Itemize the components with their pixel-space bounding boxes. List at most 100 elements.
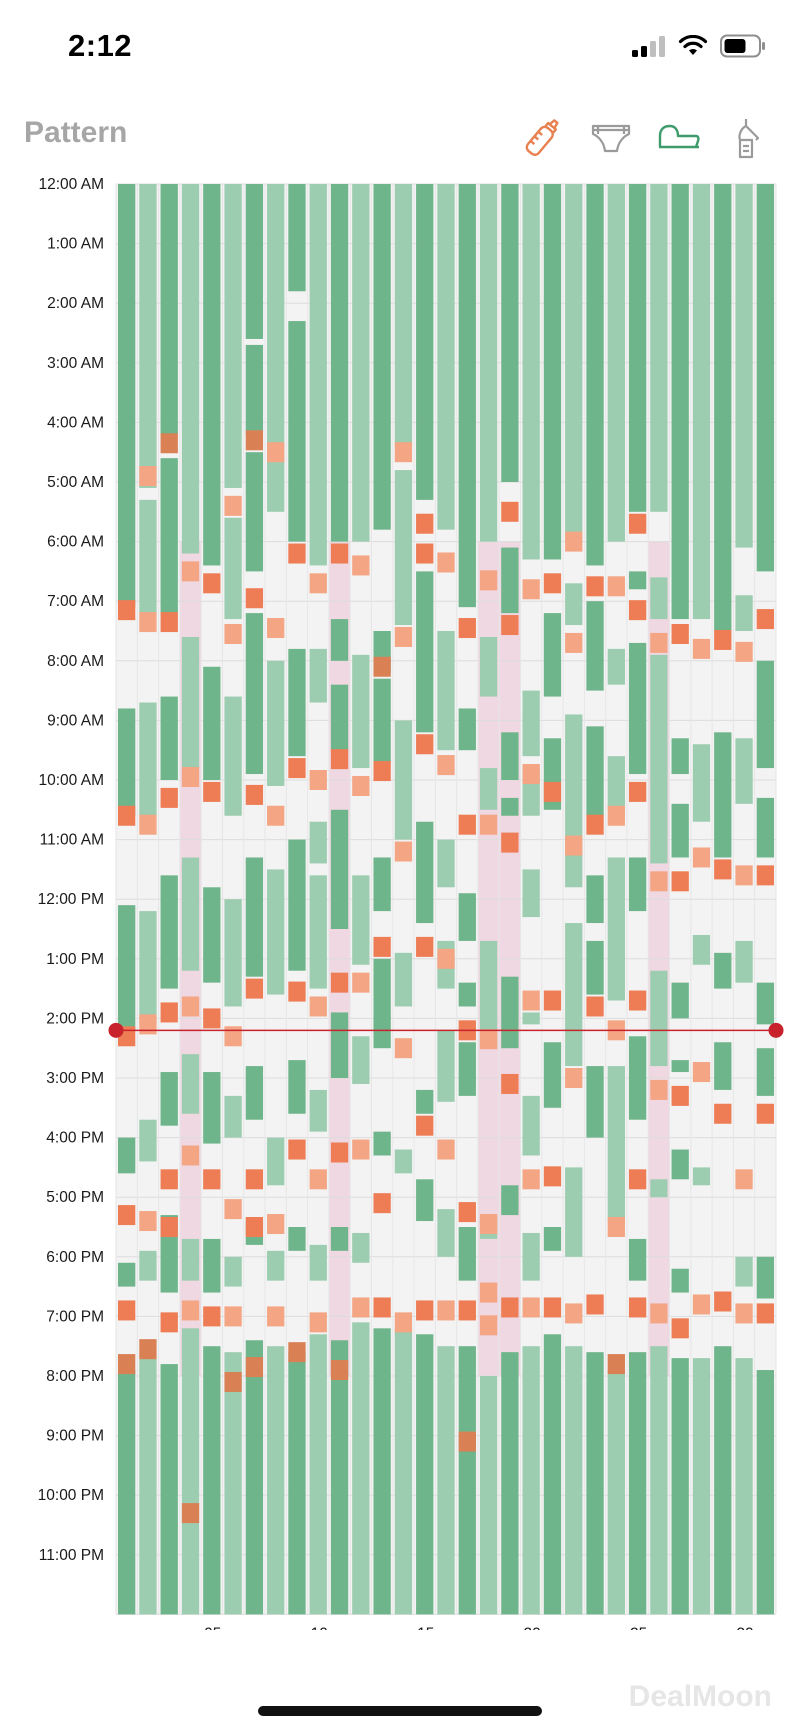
y-tick-label: 1:00 AM xyxy=(47,236,104,253)
sleep-segment xyxy=(267,184,285,512)
sleep-segment xyxy=(628,571,647,590)
sleep-segment xyxy=(522,184,540,560)
sleep-segment xyxy=(245,857,264,977)
y-tick-label: 2:00 AM xyxy=(47,295,104,312)
status-bar: 2:12 xyxy=(0,0,800,95)
sleep-segment xyxy=(288,1352,306,1615)
feed-marker xyxy=(394,442,413,463)
sleep-segment xyxy=(437,631,455,751)
sleep-segment xyxy=(735,940,753,983)
breast-pump-icon[interactable] xyxy=(724,114,770,160)
sleep-segment xyxy=(650,1179,668,1198)
feed-marker xyxy=(522,1169,540,1190)
feed-marker xyxy=(416,936,434,957)
sleep-segment xyxy=(565,184,583,542)
sleep-segment xyxy=(735,184,753,548)
y-tick-label: 9:00 AM xyxy=(47,712,104,729)
feed-marker xyxy=(416,734,434,755)
feed-marker xyxy=(118,600,136,621)
feed-marker xyxy=(522,990,540,1011)
feed-marker xyxy=(586,814,604,835)
diaper-icon[interactable] xyxy=(588,114,634,160)
sleep-segment xyxy=(118,184,136,608)
feed-marker xyxy=(288,758,306,779)
feed-marker xyxy=(245,978,264,999)
sleep-segment xyxy=(203,1346,221,1615)
feed-marker xyxy=(373,1193,391,1214)
feed-marker xyxy=(650,1079,668,1100)
feed-marker xyxy=(565,1303,583,1324)
bottle-icon[interactable] xyxy=(520,114,566,160)
feed-marker xyxy=(458,1431,476,1452)
sleep-segment xyxy=(139,499,157,614)
sleep-segment xyxy=(735,738,753,804)
sleep-segment xyxy=(522,690,540,757)
feed-marker xyxy=(756,1303,774,1324)
feed-marker xyxy=(735,641,753,662)
feed-marker xyxy=(458,618,476,639)
sleep-segment xyxy=(416,821,434,924)
sleep-segment xyxy=(565,714,583,888)
feed-marker xyxy=(628,990,647,1011)
y-tick-label: 7:00 PM xyxy=(46,1308,104,1325)
x-tick-label: 20 xyxy=(524,1625,542,1630)
battery-icon xyxy=(720,34,765,58)
feed-marker xyxy=(288,543,306,564)
feed-marker xyxy=(692,847,711,868)
feed-marker xyxy=(628,781,647,802)
sleep-segment xyxy=(181,1238,200,1281)
pattern-chart: 12:00 AM 1:00 AM 2:00 AM 3:00 AM 4:00 AM 5:00… xyxy=(0,170,800,1630)
feed-marker xyxy=(160,433,178,454)
feed-marker xyxy=(714,629,732,650)
sleep-segment xyxy=(586,726,604,816)
feed-marker xyxy=(692,1062,711,1083)
sleep-segment xyxy=(224,1352,242,1615)
sleep-segment xyxy=(288,184,306,292)
sleep-segment xyxy=(586,184,604,566)
sleep-segment xyxy=(160,875,178,989)
sleep-segment xyxy=(522,1095,540,1156)
sleep-segment xyxy=(330,1227,349,1251)
feed-marker xyxy=(586,1294,604,1315)
sleep-segment xyxy=(522,1012,540,1025)
feed-marker xyxy=(330,543,349,564)
feed-marker xyxy=(479,1214,498,1235)
feed-marker xyxy=(501,1297,519,1318)
sleep-segment xyxy=(394,952,413,1007)
feed-marker xyxy=(501,615,519,636)
feed-marker xyxy=(479,1282,498,1303)
y-tick-label: 12:00 AM xyxy=(39,176,105,193)
feed-marker xyxy=(607,805,625,826)
feed-marker xyxy=(437,755,455,776)
sleep-segment xyxy=(756,1048,774,1096)
feed-marker xyxy=(458,1300,476,1321)
sleep-segment xyxy=(756,797,774,858)
y-tick-label: 5:00 AM xyxy=(47,474,104,491)
sleep-segment xyxy=(607,184,625,542)
sleep-segment xyxy=(458,1227,476,1281)
feed-marker xyxy=(479,570,498,591)
sleep-segment xyxy=(160,1364,178,1615)
feed-marker xyxy=(118,1205,136,1226)
home-indicator[interactable] xyxy=(258,1706,542,1716)
sleep-segment xyxy=(416,1179,434,1222)
sleep-segment xyxy=(671,982,689,1019)
sleep-segment xyxy=(373,678,391,763)
sleep-segment xyxy=(181,184,200,554)
header: Pattern xyxy=(0,100,800,170)
sleep-segment xyxy=(650,970,668,1067)
sleep-segment xyxy=(692,744,711,822)
feed-marker xyxy=(160,1312,178,1333)
sleep-segment xyxy=(245,613,264,775)
sleep-segment xyxy=(565,1346,583,1615)
feed-marker xyxy=(394,626,413,647)
feed-marker xyxy=(330,1142,349,1163)
feed-marker xyxy=(479,814,498,835)
sleep-segment xyxy=(224,517,242,620)
y-tick-label: 4:00 AM xyxy=(47,414,104,431)
bassinet-sleep-icon[interactable] xyxy=(656,114,702,160)
sleep-segment xyxy=(501,184,519,482)
feed-marker xyxy=(203,1008,221,1029)
sleep-segment xyxy=(267,869,285,995)
feed-marker xyxy=(160,1169,178,1190)
